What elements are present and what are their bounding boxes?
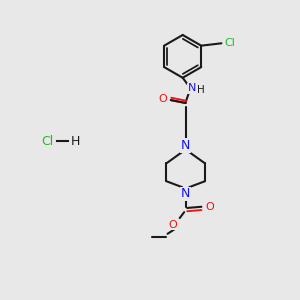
Text: Cl: Cl — [224, 38, 235, 48]
Text: O: O — [169, 220, 177, 230]
Text: H: H — [70, 135, 80, 148]
Text: H: H — [197, 85, 204, 95]
Text: Cl: Cl — [41, 135, 54, 148]
Text: O: O — [205, 202, 214, 212]
Text: O: O — [158, 94, 167, 104]
Text: N: N — [188, 83, 196, 93]
Text: N: N — [181, 187, 190, 200]
Text: N: N — [181, 139, 190, 152]
